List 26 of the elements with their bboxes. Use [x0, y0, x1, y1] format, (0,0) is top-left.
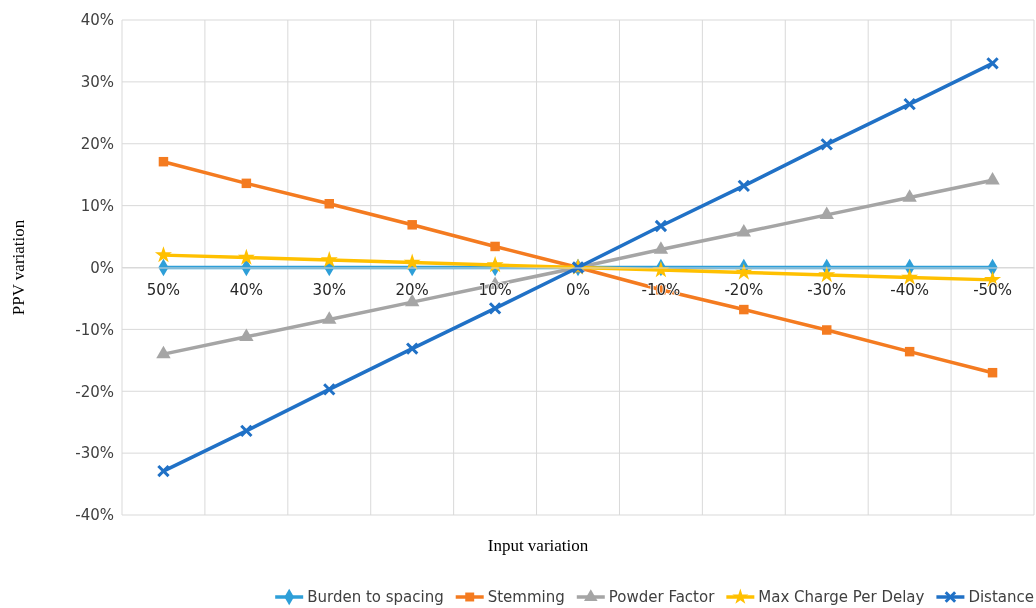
x-tick-label: 40% — [229, 281, 264, 300]
y-tick-label: -10% — [75, 320, 114, 339]
x-axis-title: Input variation — [487, 536, 589, 555]
legend-label: Distance — [968, 588, 1034, 606]
y-tick-label: 40% — [80, 11, 114, 30]
y-tick-label: -20% — [75, 382, 114, 401]
y-tick-label: 10% — [80, 196, 114, 215]
x-tick-label: 50% — [146, 281, 181, 300]
x-tick-label: 10% — [478, 281, 512, 300]
legend-label: Burden to spacing — [307, 588, 444, 606]
x-tick-label: -50% — [973, 281, 1012, 300]
x-tick-label: 20% — [395, 281, 429, 300]
y-tick-label: -40% — [75, 506, 114, 525]
y-tick-label: 20% — [80, 135, 114, 154]
y-tick-label: 0% — [90, 258, 114, 277]
y-tick-label: 30% — [80, 73, 114, 92]
legend-label: Max Charge Per Delay — [758, 588, 925, 606]
y-axis-title: PPV variation — [9, 219, 28, 316]
legend-label: Stemming — [487, 588, 565, 606]
x-tick-label: 30% — [312, 281, 346, 300]
x-tick-label: -20% — [724, 281, 764, 300]
x-tick-label: -30% — [807, 281, 847, 300]
legend-label: Powder Factor — [608, 588, 716, 606]
y-tick-label: -30% — [75, 444, 114, 463]
x-tick-label: 0% — [566, 281, 590, 300]
x-tick-label: -40% — [890, 281, 930, 300]
